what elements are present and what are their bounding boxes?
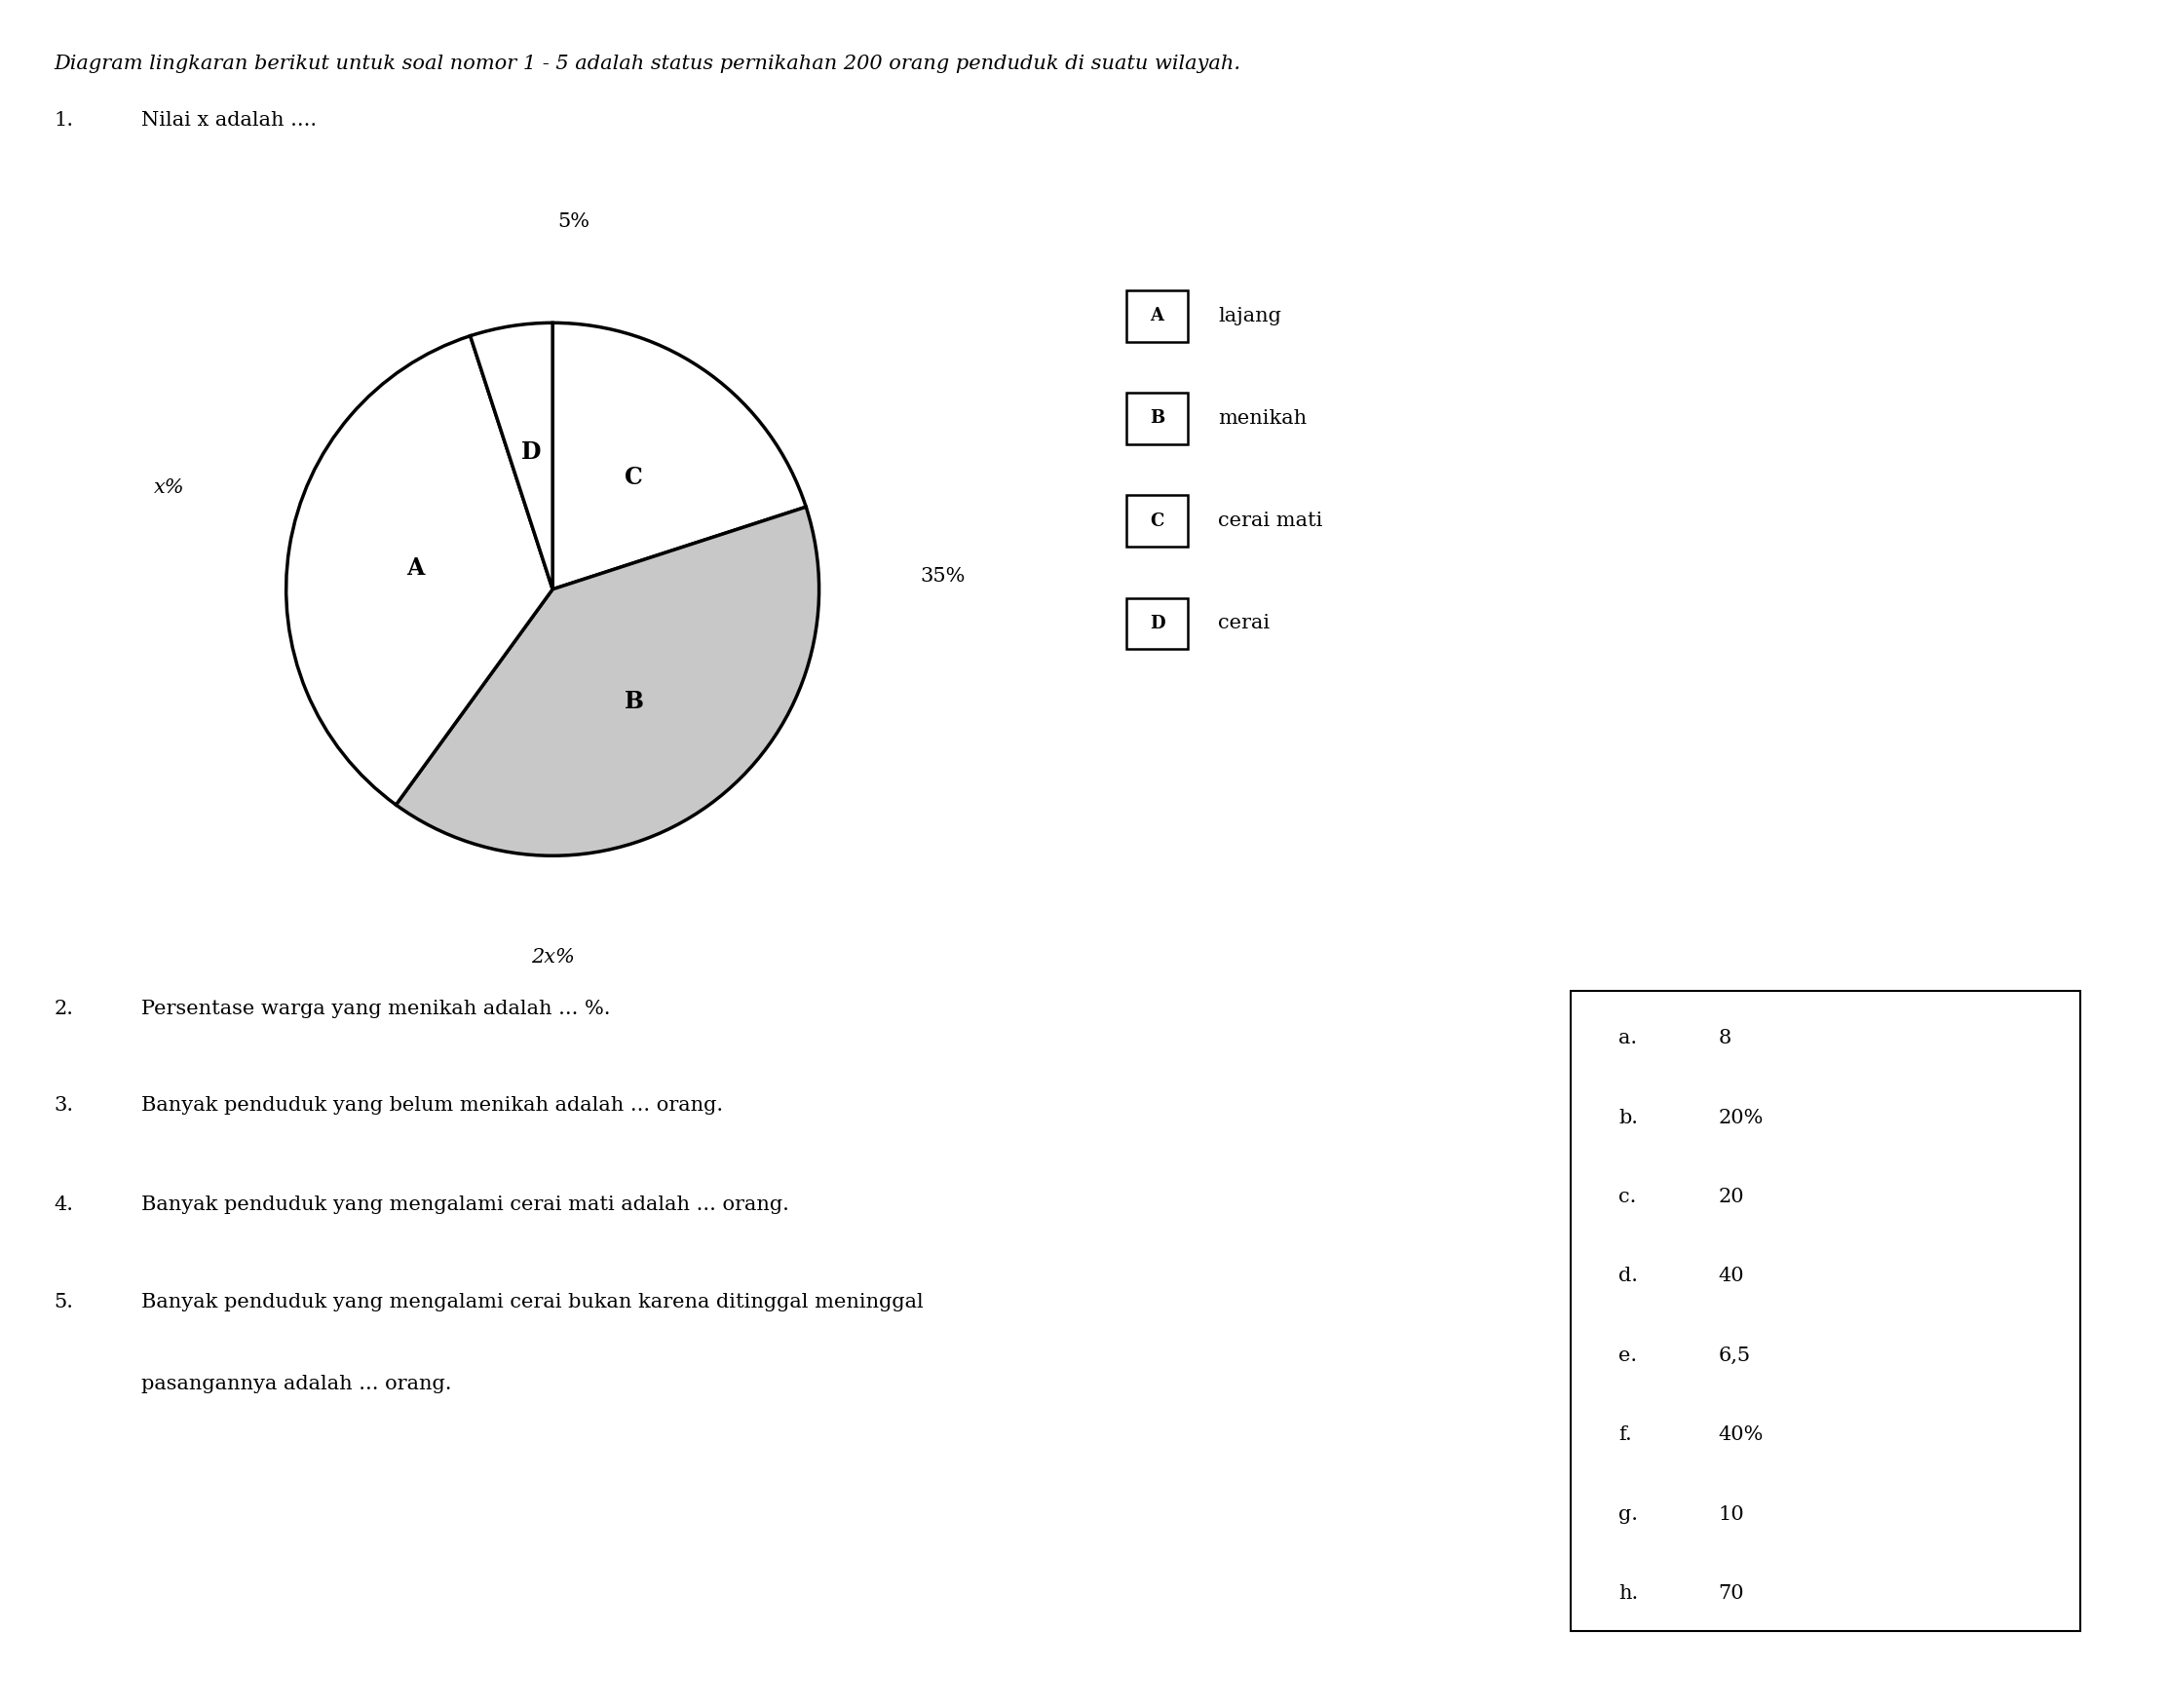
Text: 10: 10 <box>1718 1505 1744 1524</box>
Text: Banyak penduduk yang belum menikah adalah ... orang.: Banyak penduduk yang belum menikah adala… <box>141 1097 722 1115</box>
Text: c.: c. <box>1619 1187 1636 1206</box>
Text: 2.: 2. <box>54 999 74 1018</box>
Text: 3.: 3. <box>54 1097 74 1115</box>
FancyBboxPatch shape <box>1571 991 2080 1631</box>
Text: e.: e. <box>1619 1346 1638 1365</box>
Text: D: D <box>520 441 542 465</box>
Wedge shape <box>397 507 819 856</box>
Text: 35%: 35% <box>921 567 966 586</box>
Text: menikah: menikah <box>1218 410 1307 427</box>
Text: b.: b. <box>1619 1108 1638 1127</box>
Text: 40: 40 <box>1718 1267 1744 1286</box>
Text: pasangannya adalah ... orang.: pasangannya adalah ... orang. <box>141 1375 451 1394</box>
Text: D: D <box>1149 615 1166 632</box>
Text: B: B <box>1151 410 1164 427</box>
Text: 8: 8 <box>1718 1030 1731 1047</box>
Text: 1.: 1. <box>54 111 74 130</box>
Text: lajang: lajang <box>1218 307 1281 325</box>
Text: 70: 70 <box>1718 1585 1744 1602</box>
FancyBboxPatch shape <box>1127 393 1188 444</box>
Text: cerai: cerai <box>1218 615 1270 632</box>
Text: cerai mati: cerai mati <box>1218 512 1322 529</box>
Text: A: A <box>407 555 425 579</box>
Text: h.: h. <box>1619 1585 1638 1602</box>
FancyBboxPatch shape <box>1127 598 1188 649</box>
Wedge shape <box>286 336 553 804</box>
Text: 20%: 20% <box>1718 1108 1764 1127</box>
Text: B: B <box>624 690 644 712</box>
FancyBboxPatch shape <box>1127 495 1188 547</box>
Text: Banyak penduduk yang mengalami cerai mati adalah ... orang.: Banyak penduduk yang mengalami cerai mat… <box>141 1196 789 1214</box>
Text: 5.: 5. <box>54 1293 74 1312</box>
Text: d.: d. <box>1619 1267 1638 1286</box>
Text: g.: g. <box>1619 1505 1638 1524</box>
Text: Banyak penduduk yang mengalami cerai bukan karena ditinggal meninggal: Banyak penduduk yang mengalami cerai buk… <box>141 1293 923 1312</box>
Text: a.: a. <box>1619 1030 1638 1047</box>
Text: x%: x% <box>154 478 184 497</box>
Text: 40%: 40% <box>1718 1426 1764 1445</box>
Text: 5%: 5% <box>557 212 589 231</box>
Text: 4.: 4. <box>54 1196 74 1214</box>
Text: A: A <box>1151 307 1164 325</box>
Text: 20: 20 <box>1718 1187 1744 1206</box>
Text: f.: f. <box>1619 1426 1632 1445</box>
Text: 2x%: 2x% <box>531 948 574 967</box>
FancyBboxPatch shape <box>1127 290 1188 342</box>
Text: Persentase warga yang menikah adalah ... %.: Persentase warga yang menikah adalah ...… <box>141 999 611 1018</box>
Wedge shape <box>470 323 553 589</box>
Text: 6,5: 6,5 <box>1718 1346 1751 1365</box>
Wedge shape <box>553 323 806 589</box>
Text: Nilai x adalah ....: Nilai x adalah .... <box>141 111 316 130</box>
Text: C: C <box>624 466 644 488</box>
Text: C: C <box>1151 512 1164 529</box>
Text: Diagram lingkaran berikut untuk soal nomor 1 - 5 adalah status pernikahan 200 or: Diagram lingkaran berikut untuk soal nom… <box>54 55 1242 73</box>
